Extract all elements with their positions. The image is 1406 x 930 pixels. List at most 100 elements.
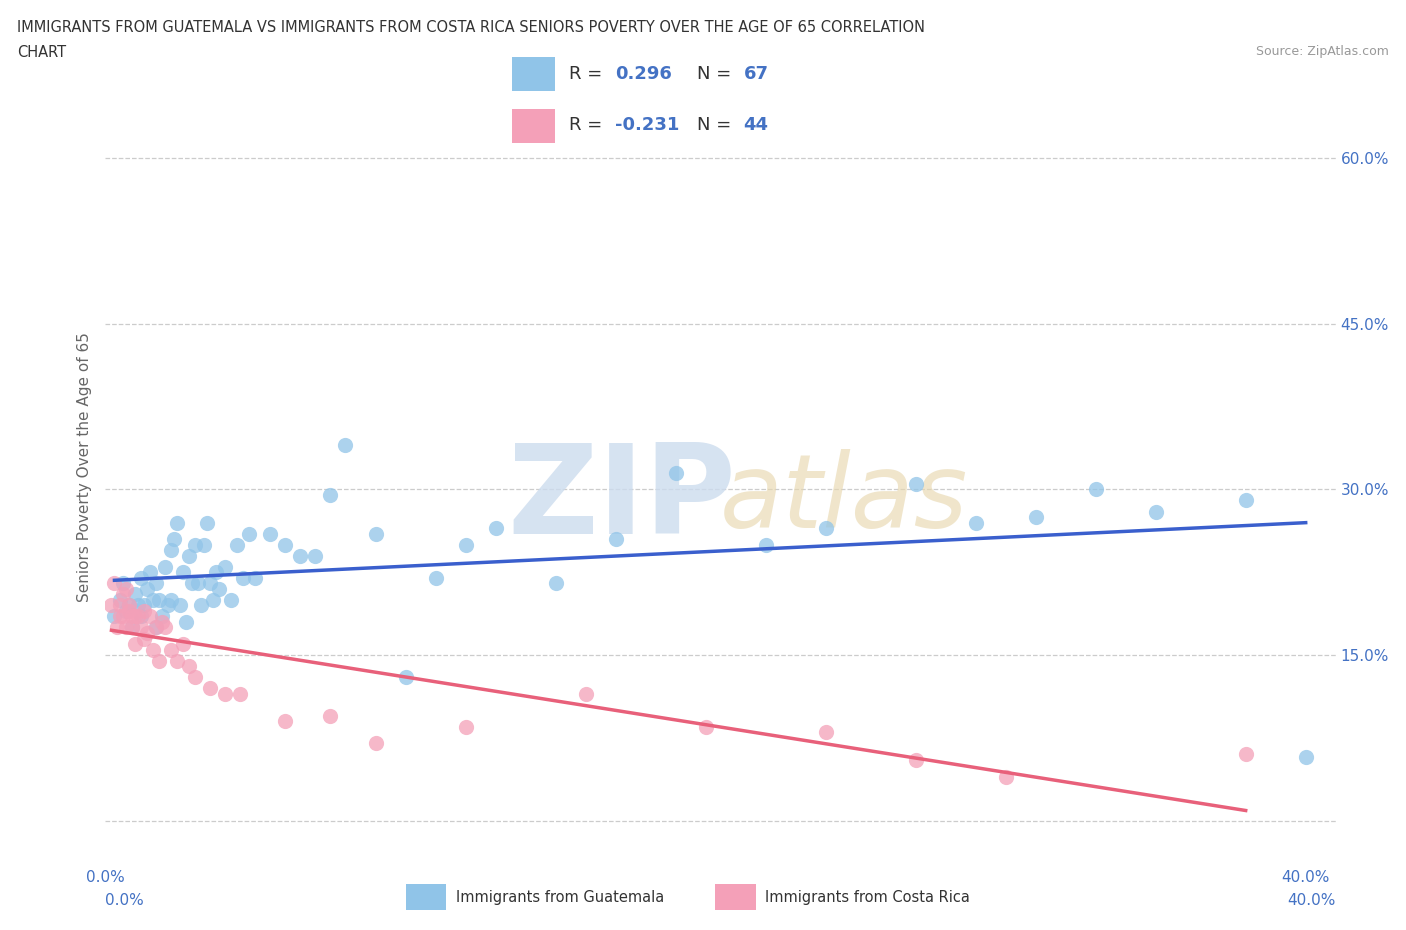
Point — [142, 642, 165, 657]
Point — [176, 615, 198, 630]
Point — [454, 720, 477, 735]
Point — [157, 598, 180, 613]
Point — [112, 609, 135, 624]
Point — [169, 598, 191, 613]
Point — [1025, 510, 1047, 525]
Point — [160, 642, 183, 657]
Text: N =: N = — [697, 116, 731, 134]
Text: 0.0%: 0.0% — [105, 893, 145, 908]
Text: 67: 67 — [744, 65, 769, 83]
Point — [148, 653, 170, 668]
Point — [110, 609, 132, 624]
Text: N =: N = — [697, 65, 731, 83]
Point — [142, 592, 165, 607]
Point — [184, 538, 207, 552]
Point — [112, 576, 135, 591]
Point — [187, 576, 209, 591]
Point — [118, 598, 141, 613]
Point — [127, 598, 149, 613]
Point — [205, 565, 228, 579]
Point — [155, 559, 177, 574]
Point — [1234, 493, 1257, 508]
Point — [214, 686, 236, 701]
Point — [145, 620, 167, 635]
Point — [208, 581, 231, 596]
Point — [139, 565, 162, 579]
Text: Immigrants from Costa Rica: Immigrants from Costa Rica — [765, 890, 970, 905]
Point — [965, 515, 987, 530]
Text: -0.231: -0.231 — [614, 116, 679, 134]
Point — [319, 709, 342, 724]
Point — [152, 615, 174, 630]
Point — [274, 714, 297, 729]
Point — [364, 526, 387, 541]
Point — [238, 526, 260, 541]
Point — [124, 637, 146, 652]
Point — [124, 587, 146, 602]
Point — [110, 598, 132, 613]
Point — [274, 538, 297, 552]
Point — [131, 609, 153, 624]
Point — [179, 658, 201, 673]
Point — [484, 521, 506, 536]
Text: ZIP: ZIP — [508, 439, 737, 560]
Point — [118, 598, 141, 613]
Point — [172, 565, 194, 579]
Point — [163, 532, 186, 547]
Point — [136, 626, 159, 641]
Text: atlas: atlas — [720, 449, 967, 549]
Point — [394, 670, 416, 684]
Point — [134, 604, 156, 618]
Text: R =: R = — [568, 116, 602, 134]
Text: 0.296: 0.296 — [614, 65, 672, 83]
Point — [172, 637, 194, 652]
Point — [544, 576, 567, 591]
Point — [131, 570, 153, 585]
Point — [148, 592, 170, 607]
Point — [335, 438, 357, 453]
Point — [1234, 747, 1257, 762]
Point — [166, 653, 188, 668]
Point — [103, 576, 125, 591]
Point — [1144, 504, 1167, 519]
Point — [115, 581, 138, 596]
Text: Immigrants from Guatemala: Immigrants from Guatemala — [456, 890, 664, 905]
Point — [994, 769, 1017, 784]
Point — [425, 570, 447, 585]
Point — [124, 609, 146, 624]
Point — [904, 752, 927, 767]
Text: 44: 44 — [744, 116, 769, 134]
Point — [814, 521, 837, 536]
Point — [574, 686, 596, 701]
Point — [179, 549, 201, 564]
Point — [319, 487, 342, 502]
Point — [118, 604, 141, 618]
Text: CHART: CHART — [17, 45, 66, 60]
Text: Source: ZipAtlas.com: Source: ZipAtlas.com — [1256, 45, 1389, 58]
Point — [226, 538, 249, 552]
Point — [197, 515, 219, 530]
Point — [121, 609, 143, 624]
Bar — [512, 58, 555, 91]
Point — [605, 532, 627, 547]
Point — [193, 538, 215, 552]
Point — [190, 598, 212, 613]
Bar — [512, 109, 555, 143]
Point — [121, 620, 143, 635]
Point — [200, 681, 222, 696]
Point — [100, 598, 122, 613]
Point — [121, 620, 143, 635]
Point — [202, 592, 225, 607]
Point — [364, 736, 387, 751]
Point — [103, 609, 125, 624]
Point — [290, 549, 312, 564]
Point — [214, 559, 236, 574]
Point — [131, 620, 153, 635]
Point — [127, 609, 149, 624]
Point — [755, 538, 778, 552]
Point — [184, 670, 207, 684]
Point — [145, 620, 167, 635]
Point — [245, 570, 267, 585]
Point — [155, 620, 177, 635]
Point — [229, 686, 252, 701]
